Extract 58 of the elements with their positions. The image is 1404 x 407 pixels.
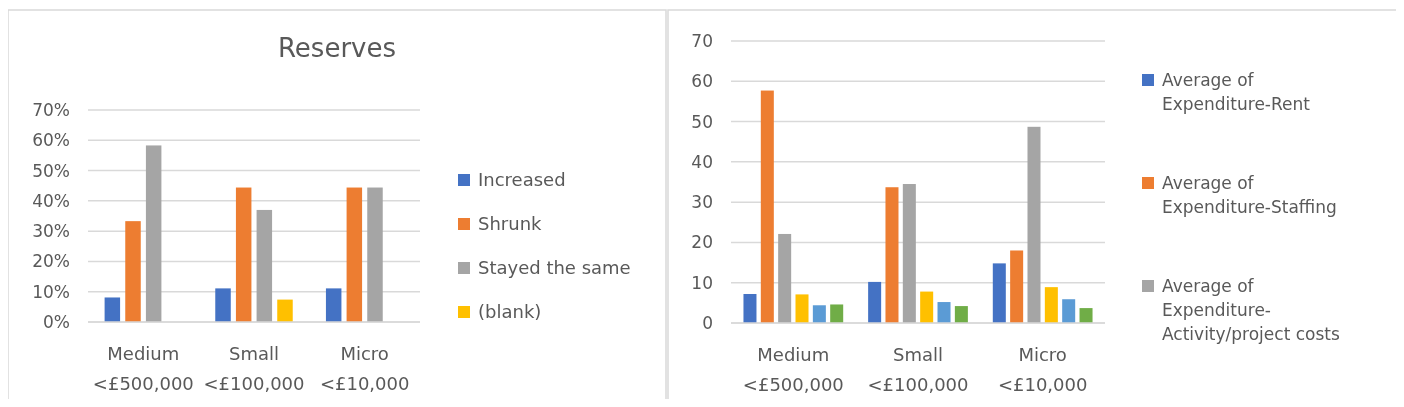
- bar: [1044, 287, 1058, 323]
- bar: [954, 306, 968, 323]
- y-tick-label: 10: [691, 272, 713, 293]
- bar: [325, 288, 342, 322]
- legend-label: Average of Expenditure-Staffing: [1162, 172, 1337, 217]
- y-tick-label: 10%: [32, 281, 70, 302]
- legend-label: Average of Expenditure-Activity/project costs: [1162, 275, 1340, 344]
- x-tick-label: Micro <£10,000: [319, 343, 410, 394]
- bar: [743, 293, 757, 323]
- bar: [795, 294, 809, 323]
- bar: [760, 90, 774, 323]
- y-tick-label: 30%: [32, 221, 70, 242]
- bar: [992, 263, 1006, 323]
- bar: [367, 187, 383, 322]
- x-tick-label: Small <£100,000: [203, 343, 305, 394]
- y-tick-label: 20%: [32, 251, 70, 272]
- y-tick-label: 40: [691, 151, 713, 172]
- bar: [256, 209, 273, 322]
- bar: [868, 281, 882, 323]
- chart-title: Reserves: [277, 33, 397, 63]
- legend-label: (blank): [478, 301, 542, 323]
- y-tick-label: 70: [691, 30, 713, 51]
- y-tick-label: 0%: [43, 311, 70, 332]
- bar: [1010, 250, 1024, 323]
- y-tick-label: 40%: [32, 190, 70, 211]
- bar: [1062, 299, 1076, 323]
- legend-label: Increased: [478, 169, 566, 191]
- x-tick-label: Small <£100,000: [867, 344, 969, 395]
- bar: [215, 288, 231, 322]
- bar: [812, 305, 826, 323]
- y-tick-label: 50%: [32, 160, 70, 181]
- y-tick-label: 50: [691, 111, 713, 132]
- y-tick-label: 30: [691, 192, 713, 213]
- y-tick-label: 70%: [32, 99, 70, 120]
- y-tick-label: 20: [691, 232, 713, 253]
- bar: [830, 304, 844, 323]
- y-tick-label: 60: [691, 71, 713, 92]
- bar: [104, 297, 121, 322]
- bar: [902, 184, 916, 323]
- bar: [1079, 308, 1093, 323]
- bar: [885, 187, 899, 323]
- y-tick-label: 0: [702, 312, 713, 333]
- x-tick-label: Medium <£500,000: [742, 344, 844, 395]
- bar: [920, 291, 934, 323]
- bar: [235, 187, 252, 322]
- bar: [1027, 126, 1041, 323]
- bar: [778, 233, 792, 323]
- bar: [937, 302, 951, 323]
- legend-label: Shrunk: [478, 213, 543, 235]
- bar: [277, 299, 293, 322]
- bar: [145, 145, 162, 322]
- y-tick-label: 60%: [32, 130, 70, 151]
- x-tick-label: Medium <£500,000: [92, 343, 194, 394]
- bar: [346, 187, 363, 322]
- legend-label: Average of Expenditure-Rent: [1162, 69, 1311, 114]
- x-tick-label: Micro <£10,000: [997, 344, 1088, 395]
- legend-label: Stayed the same: [478, 257, 631, 279]
- bar: [125, 221, 141, 322]
